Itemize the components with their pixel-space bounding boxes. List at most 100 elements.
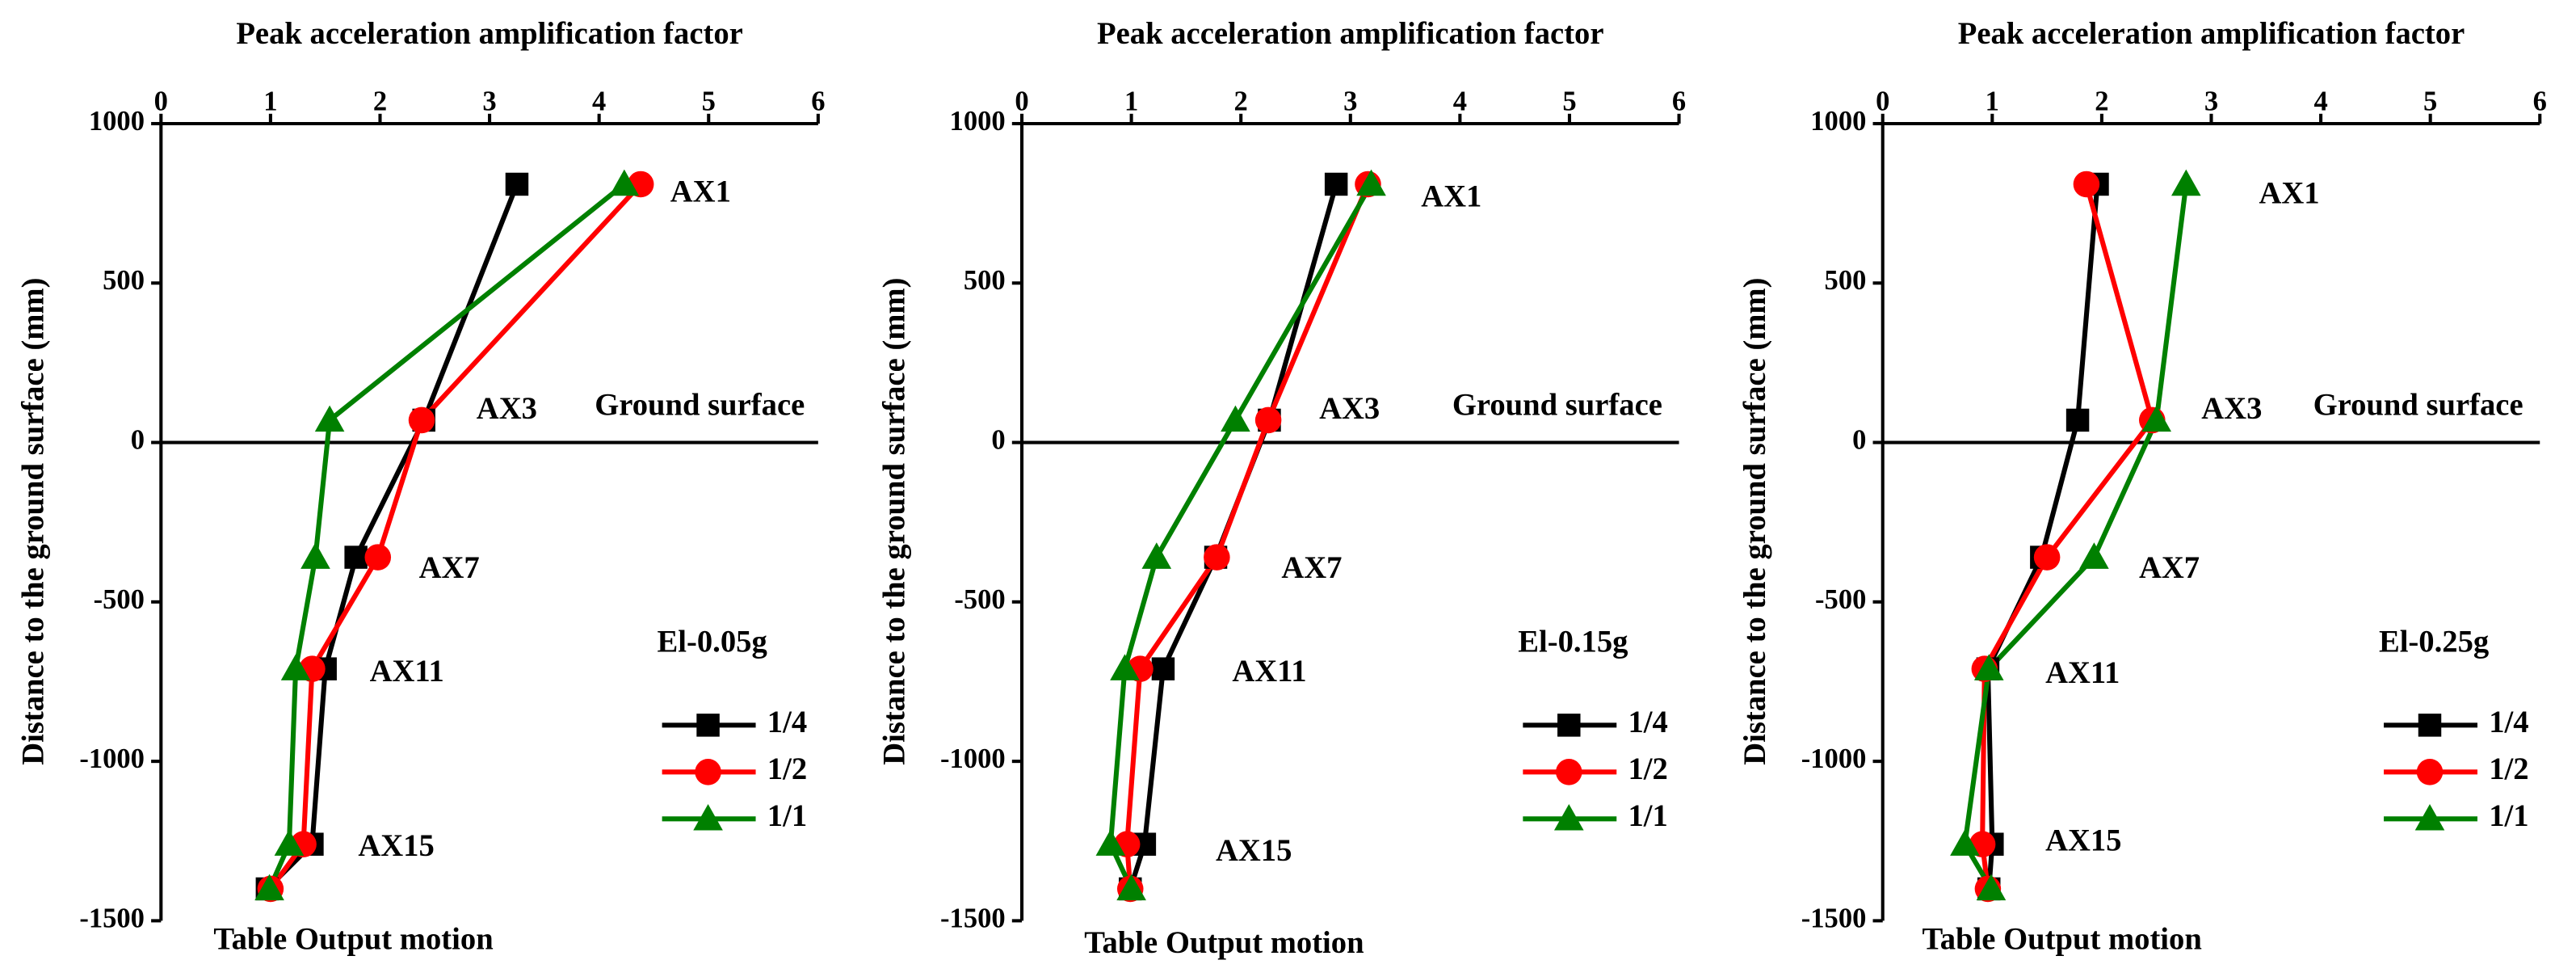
x-tick-label: 4 xyxy=(1453,86,1467,117)
x-tick-label: 4 xyxy=(592,86,606,117)
legend-title: El-0.25g xyxy=(2379,625,2489,659)
legend-label: 1/2 xyxy=(767,752,807,786)
marker xyxy=(1950,829,1980,856)
marker xyxy=(1254,406,1282,434)
legend-marker xyxy=(1557,714,1581,737)
x-tick-label: 3 xyxy=(1343,86,1357,117)
y-tick-label: -1500 xyxy=(79,903,145,933)
annotation: AX3 xyxy=(2201,392,2262,426)
annotation: AX7 xyxy=(1281,551,1342,585)
annotation: AX11 xyxy=(370,655,444,689)
y-tick-label: -500 xyxy=(954,584,1005,615)
x-tick-label: 3 xyxy=(2204,86,2218,117)
x-tick-label: 4 xyxy=(2313,86,2327,117)
marker xyxy=(300,542,330,569)
marker xyxy=(2033,544,2061,571)
y-tick-label: 1000 xyxy=(89,106,145,137)
annotation: AX1 xyxy=(2259,176,2319,210)
y-tick-label: 0 xyxy=(991,424,1005,455)
annotation: Ground surface xyxy=(2313,389,2523,423)
marker xyxy=(1204,544,1230,571)
y-tick-label: 0 xyxy=(131,424,145,455)
legend-marker xyxy=(1556,759,1582,785)
annotation: AX1 xyxy=(670,175,731,208)
marker xyxy=(1116,874,1146,901)
legend-label: 1/1 xyxy=(767,799,807,833)
series-line xyxy=(1985,183,2100,890)
y-tick-label: -1000 xyxy=(1801,743,1867,774)
annotation: AX3 xyxy=(1319,392,1380,426)
marker xyxy=(314,405,345,432)
legend-marker xyxy=(2418,714,2442,737)
marker xyxy=(1141,542,1172,569)
x-tick-label: 2 xyxy=(1234,86,1248,117)
x-tick-label: 5 xyxy=(702,86,716,117)
y-tick-label: -1500 xyxy=(940,903,1006,933)
marker xyxy=(2141,405,2172,432)
marker xyxy=(344,545,368,569)
marker xyxy=(505,172,529,196)
series-line xyxy=(1962,183,2189,891)
marker xyxy=(1324,172,1348,196)
chart-title: Peak acceleration amplification factor xyxy=(1958,17,2465,51)
legend-label: 1/2 xyxy=(1628,752,1667,786)
chart-title: Peak acceleration amplification factor xyxy=(1097,17,1603,51)
annotation: AX11 xyxy=(1232,655,1306,689)
annotation: Table Output motion xyxy=(213,923,493,957)
series-line xyxy=(1124,183,1371,890)
x-tick-label: 6 xyxy=(2533,86,2547,117)
panel: Peak acceleration amplification factor Di… xyxy=(877,17,1686,960)
chart-title: Peak acceleration amplification factor xyxy=(236,17,742,51)
legend-marker xyxy=(693,803,723,831)
series-line xyxy=(267,182,626,891)
annotation: AX1 xyxy=(1421,179,1481,213)
x-tick-label: 6 xyxy=(1672,86,1686,117)
series-line xyxy=(268,182,643,891)
legend-marker xyxy=(695,759,721,785)
x-tick-label: 1 xyxy=(263,86,277,117)
annotation: AX7 xyxy=(419,551,480,585)
annotation: AX7 xyxy=(2139,551,2200,585)
y-axis-label: Distance to the ground surface (mm) xyxy=(1738,278,1772,765)
marker xyxy=(1095,829,1126,856)
marker xyxy=(364,544,392,571)
marker xyxy=(1151,657,1175,680)
marker xyxy=(280,654,311,680)
legend-label: 1/4 xyxy=(1628,705,1667,739)
annotation: Table Output motion xyxy=(1084,926,1364,960)
marker xyxy=(2079,542,2109,569)
marker xyxy=(2073,171,2100,198)
legend-label: 1/1 xyxy=(2489,799,2528,833)
y-tick-label: 1000 xyxy=(1810,106,1866,137)
annotation: Ground surface xyxy=(595,389,805,423)
legend-label: 1/4 xyxy=(2489,705,2528,739)
annotation: AX15 xyxy=(358,829,434,863)
legend-marker xyxy=(2414,803,2445,831)
x-tick-label: 5 xyxy=(2423,86,2437,117)
x-tick-label: 2 xyxy=(373,86,387,117)
y-tick-label: 500 xyxy=(1825,265,1867,296)
marker xyxy=(1110,654,1140,680)
y-tick-label: -500 xyxy=(94,584,145,615)
y-tick-label: -500 xyxy=(1815,584,1866,615)
series-line xyxy=(1128,183,1339,890)
marker xyxy=(254,874,284,901)
x-tick-label: 1 xyxy=(1986,86,1999,117)
annotation: AX15 xyxy=(2045,824,2121,858)
marker xyxy=(1973,654,2004,680)
legend-marker xyxy=(1553,803,1584,831)
x-tick-label: 2 xyxy=(2095,86,2108,117)
marker xyxy=(1356,169,1386,196)
x-tick-label: 6 xyxy=(811,86,825,117)
marker xyxy=(2065,408,2090,432)
x-tick-label: 0 xyxy=(154,86,168,117)
y-tick-label: 500 xyxy=(103,265,145,296)
panel: Peak acceleration amplification factor Di… xyxy=(17,17,826,957)
x-tick-label: 0 xyxy=(1015,86,1028,117)
annotation: Table Output motion xyxy=(1923,923,2202,957)
legend-label: 1/2 xyxy=(2489,752,2528,786)
panel: Peak acceleration amplification factor Di… xyxy=(1738,17,2547,957)
marker xyxy=(2171,169,2201,196)
